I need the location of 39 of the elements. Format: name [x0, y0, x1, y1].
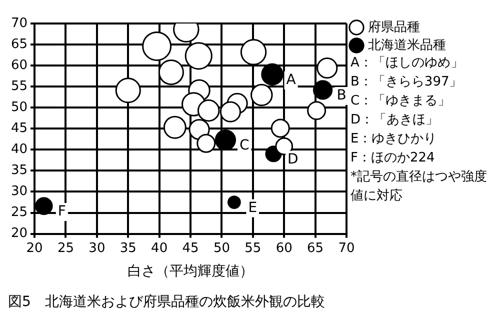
text: B：「きらら397」: [350, 74, 462, 90]
y-tick-label: 65: [10, 36, 28, 52]
y-tick-label: 55: [10, 78, 28, 94]
x-tick-label: 50: [213, 240, 230, 256]
y-tick-label: 25: [10, 205, 28, 220]
x-tick-label: 20: [26, 240, 43, 256]
text: C：「ゆきまる」: [350, 93, 451, 108]
text: A：「ほしのゆめ」: [350, 55, 464, 70]
y-tick-label: 40: [10, 142, 28, 158]
y-tick-label: 20: [10, 226, 28, 242]
annotation: C: [239, 138, 250, 154]
text: D：「あきほ」: [350, 112, 439, 128]
x-tick-label: 55: [244, 240, 262, 256]
text: F：ほのか224: [350, 150, 435, 166]
annotation: E: [248, 200, 258, 216]
x-tick-label: 35: [120, 240, 136, 256]
annotation: A: [286, 72, 296, 88]
text: E：ゆきひかり: [350, 131, 437, 146]
annotation: B: [336, 88, 346, 104]
x-tick-label: 25: [57, 240, 74, 256]
text: *記号の直径はつや強度値に対応: [350, 168, 487, 204]
x-tick-label: 65: [307, 240, 324, 256]
text: 図5 北海道米および府県品種の炊飯米外観の比較: [8, 294, 325, 310]
annotation: D: [288, 152, 298, 168]
y-tick-label: 45: [10, 121, 28, 136]
legend-label: 北海道米品種: [368, 38, 446, 53]
x-axis-title: 白さ（平均輝度値）: [128, 263, 254, 280]
annotation: F: [58, 204, 66, 220]
x-tick-label: 40: [151, 240, 168, 256]
y-tick-label: 35: [10, 163, 28, 178]
x-tick-label: 70: [338, 240, 355, 256]
y-tick-label: 30: [10, 184, 28, 200]
y-tick-label: 50: [10, 100, 28, 115]
legend-label: 府県品種: [368, 18, 420, 35]
x-tick-label: 45: [182, 240, 199, 256]
x-tick-label: 60: [276, 240, 292, 256]
y-tick-label: 60: [10, 58, 28, 73]
y-tick-label: 70: [10, 16, 28, 31]
x-tick-label: 30: [88, 240, 106, 256]
